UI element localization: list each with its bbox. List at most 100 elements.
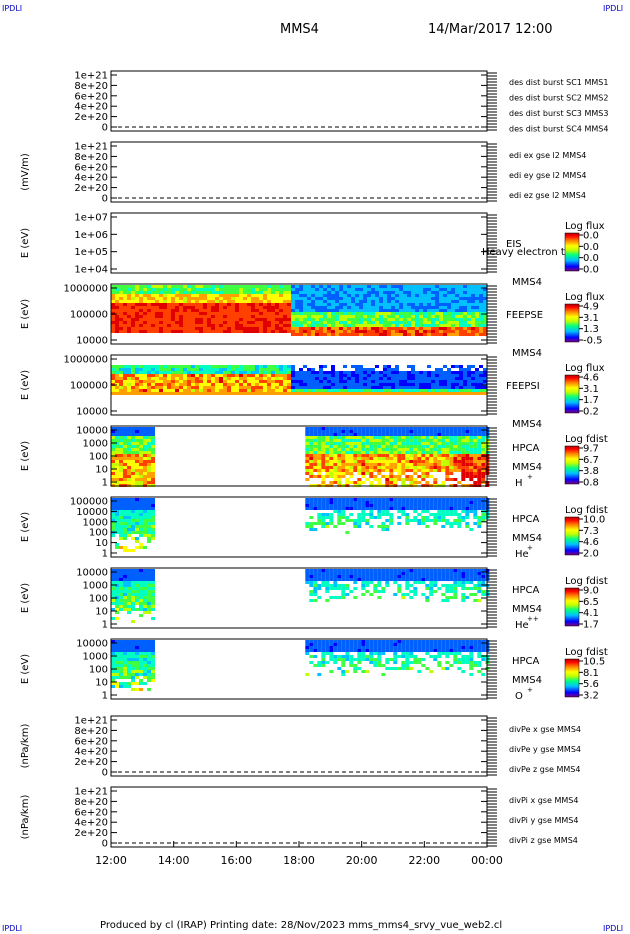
ytick-label-p10-1: 8e+20 bbox=[74, 726, 108, 737]
panel-p9: 10000 1000 100 10 1 E (eV) HPCA MMS4 O + Log fdist… bbox=[20, 638, 608, 702]
colorbar-label-p7-1: 7.3 bbox=[583, 526, 599, 537]
ytick-label-p11-0: 1e+21 bbox=[74, 787, 108, 798]
ytick-label-p9-1: 1000 bbox=[83, 652, 108, 663]
ytick-label-p7-3: 100 bbox=[89, 528, 108, 539]
species-label-p8: He bbox=[515, 620, 529, 631]
spacecraft-label-p3: MMS4 bbox=[512, 277, 542, 288]
spectrogram-p6 bbox=[111, 427, 490, 487]
corner-label-top-left: IPDLI bbox=[2, 4, 23, 13]
ytick-label-p5-2: 10000 bbox=[76, 407, 108, 418]
xtick-label-1: 14:00 bbox=[158, 854, 190, 867]
ylabel-p6: E (eV) bbox=[20, 441, 31, 471]
legend-p10-2: divPe z gse MMS4 bbox=[509, 765, 580, 774]
ytick-label-p3-1: 1e+06 bbox=[74, 230, 108, 241]
ytick-label-p5-1: 100000 bbox=[70, 381, 108, 392]
ytick-label-p2-5: 0 bbox=[102, 194, 108, 205]
species-label-p6: H bbox=[515, 478, 523, 489]
ytick-label-p6-3: 10 bbox=[95, 465, 108, 476]
ylabel-p4: E (eV) bbox=[20, 299, 31, 329]
ytick-label-p8-3: 10 bbox=[95, 607, 108, 618]
ytick-label-p2-2: 6e+20 bbox=[74, 162, 108, 173]
ytick-label-p5-0: 1000000 bbox=[63, 355, 108, 366]
spectrogram-p5 bbox=[111, 365, 487, 395]
colorbar-label-p9-2: 5.6 bbox=[583, 679, 599, 690]
legend-p1-2: des dist burst SC3 MMS3 bbox=[509, 109, 608, 118]
colorbar-p6 bbox=[564, 445, 580, 485]
colorbar-label-p8-1: 6.5 bbox=[583, 597, 599, 608]
datetime-title: 14/Mar/2017 12:00 bbox=[428, 22, 553, 37]
ytick-label-p11-1: 8e+20 bbox=[74, 797, 108, 808]
ytick-label-p8-4: 1 bbox=[102, 620, 108, 631]
colorbar-title-p8: Log fdist bbox=[565, 576, 608, 587]
spacecraft-label-p4: MMS4 bbox=[512, 348, 542, 359]
colorbar-p5 bbox=[564, 374, 580, 414]
ytick-label-p4-1: 100000 bbox=[70, 310, 108, 321]
ytick-label-p8-0: 10000 bbox=[76, 568, 108, 579]
xtick-label-6: 00:00 bbox=[471, 854, 503, 867]
instrument-label-p8: HPCA bbox=[512, 585, 540, 596]
panel-p4: 1000000 100000 10000 E (eV) FEEPSE MMS4 Log fl… bbox=[20, 283, 605, 359]
ytick-label-p2-0: 1e+21 bbox=[74, 142, 108, 153]
colorbar-p3 bbox=[564, 232, 580, 272]
colorbar-label-p6-2: 3.8 bbox=[583, 466, 599, 477]
legend-p2-1: edi ey gse l2 MMS4 bbox=[509, 171, 587, 180]
colorbar-label-p6-3: 0.8 bbox=[583, 478, 599, 489]
colorbar-p7 bbox=[564, 516, 580, 556]
instrument-label-p7: HPCA bbox=[512, 514, 540, 525]
colorbar-label-p5-0: 4.6 bbox=[583, 373, 599, 384]
spacecraft-label-p7: MMS4 bbox=[512, 533, 542, 544]
colorbar-label-p8-3: 1.7 bbox=[583, 620, 599, 631]
ytick-label-p1-2: 6e+20 bbox=[74, 91, 108, 102]
xtick-label-0: 12:00 bbox=[95, 854, 127, 867]
species-label-p7: He bbox=[515, 549, 529, 560]
legend-p1-3: des dist burst SC4 MMS4 bbox=[509, 125, 608, 134]
colorbar-p9 bbox=[564, 658, 580, 698]
ylabel-p9: E (eV) bbox=[20, 654, 31, 684]
spectrogram-p9 bbox=[111, 640, 490, 691]
ylabel-p2: (mV/m) bbox=[20, 153, 31, 191]
colorbar-label-p5-3: 0.2 bbox=[583, 407, 599, 418]
colorbar-label-p3-2: 0.0 bbox=[583, 253, 599, 264]
legend-p2-2: edi ez gse l2 MMS4 bbox=[509, 191, 586, 200]
spacecraft-label-p9: MMS4 bbox=[512, 675, 542, 686]
spectrogram-p4 bbox=[111, 285, 487, 336]
colorbar-label-p9-3: 3.2 bbox=[583, 691, 599, 702]
ylabel-p5: E (eV) bbox=[20, 370, 31, 400]
frame-p2 bbox=[110, 141, 488, 203]
colorbar-label-p8-2: 4.1 bbox=[583, 608, 599, 619]
colorbar-label-p9-1: 8.1 bbox=[583, 668, 599, 679]
ytick-label-p3-2: 1e+05 bbox=[74, 247, 108, 258]
colorbar-label-p4-2: 1.3 bbox=[583, 324, 599, 335]
colorbar-label-p7-2: 4.6 bbox=[583, 537, 599, 548]
ytick-label-p9-3: 10 bbox=[95, 678, 108, 689]
colorbar-label-p8-0: 9.0 bbox=[583, 586, 599, 597]
instrument-label-p4: FEEPSE bbox=[506, 310, 543, 321]
colorbar-label-p7-3: 2.0 bbox=[583, 549, 599, 560]
ytick-label-p1-0: 1e+21 bbox=[74, 71, 108, 82]
ytick-label-p10-5: 0 bbox=[102, 768, 108, 779]
ytick-label-p2-4: 2e+20 bbox=[74, 183, 108, 194]
colorbar-label-p6-0: 9.7 bbox=[583, 444, 599, 455]
instrument-label-p5: FEEPSI bbox=[506, 381, 540, 392]
instrument-label-p9: HPCA bbox=[512, 656, 540, 667]
colorbar-title-p4: Log flux bbox=[565, 292, 605, 303]
panel-p5: 1000000 100000 10000 E (eV) FEEPSI MMS4 Log fl… bbox=[20, 354, 605, 430]
colorbar-label-p3-0: 0.0 bbox=[583, 231, 599, 242]
ytick-label-p7-1: 10000 bbox=[76, 507, 108, 518]
ytick-label-p6-0: 10000 bbox=[76, 426, 108, 437]
ytick-label-p9-2: 100 bbox=[89, 665, 108, 676]
ytick-label-p7-5: 1 bbox=[102, 549, 108, 560]
ytick-label-p11-2: 6e+20 bbox=[74, 807, 108, 818]
charge-label-p6: + bbox=[527, 473, 533, 481]
charge-label-p9: + bbox=[527, 686, 533, 694]
legend-p11-0: divPi x gse MMS4 bbox=[509, 796, 578, 805]
ytick-label-p2-3: 4e+20 bbox=[74, 173, 108, 184]
ytick-label-p3-3: 1e+04 bbox=[74, 265, 108, 276]
colorbar-label-p4-0: 4.9 bbox=[583, 302, 599, 313]
panel-p3: 1e+07 1e+06 1e+05 1e+04 E (eV) EIS MMS4 Heavy e… bbox=[20, 212, 605, 288]
legend-p11-1: divPi y gse MMS4 bbox=[509, 816, 578, 825]
